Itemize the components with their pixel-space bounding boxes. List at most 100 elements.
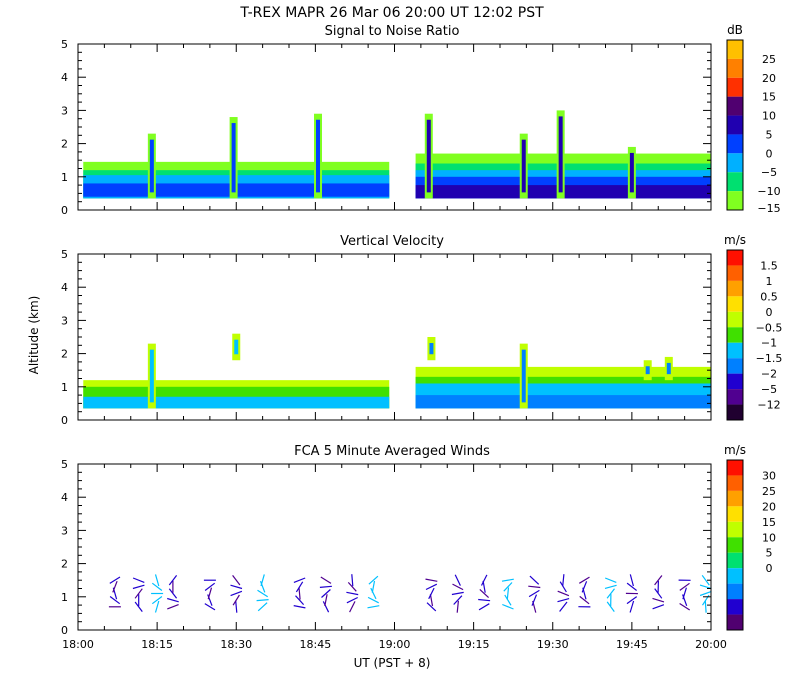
- wind-barb-2-4: [154, 574, 160, 587]
- x-tick-label: 19:15: [458, 638, 490, 651]
- wind-barb-14-0: [502, 603, 514, 610]
- wind-barb-6-4: [260, 574, 265, 587]
- plume-core-1-0: [429, 343, 434, 355]
- wind-barb-17-4: [578, 576, 590, 584]
- colorbar-unit: m/s: [724, 443, 746, 457]
- plume-core-1-1: [521, 139, 526, 193]
- colorbar-swatch: [727, 40, 743, 59]
- panel-3: FCA 5 Minute Averaged Winds 0 1 2 3 4 5 18:00 18…: [61, 443, 776, 651]
- figure-title: T-REX MAPR 26 Mar 06 20:00 UT 12:02 PST: [239, 5, 544, 21]
- colorbar-swatch: [727, 280, 743, 297]
- wind-barb-10-0: [367, 605, 380, 609]
- wind-barb-0-4: [109, 576, 121, 584]
- colorbar-swatch: [727, 77, 743, 97]
- colorbar-swatch: [727, 172, 743, 192]
- colorbar-swatch: [727, 583, 743, 600]
- wind-barb-14-2: [506, 587, 510, 600]
- colorbar-swatch: [727, 475, 743, 491]
- y-tick-label: 4: [61, 491, 68, 504]
- colorbar-label: 30: [762, 469, 776, 482]
- y-tick-label: 0: [61, 624, 68, 637]
- colorbar-swatch: [727, 404, 743, 420]
- colorbar-label: 10: [762, 531, 776, 544]
- wind-barb-8-4: [320, 576, 332, 584]
- colorbar-swatch: [727, 358, 743, 374]
- colorbar-label: −2: [761, 368, 777, 381]
- wind-barb-13-4: [480, 574, 488, 586]
- colorbar-label: 25: [762, 485, 776, 498]
- colorbar-swatch: [727, 460, 743, 476]
- colorbar-swatch: [727, 568, 743, 584]
- plume-core-1-2: [645, 366, 650, 375]
- wind-barb-19-1: [626, 596, 638, 605]
- wind-barb-6-0: [257, 602, 268, 612]
- wind-barb-19-0: [629, 600, 635, 613]
- wind-barb-5-2: [230, 590, 243, 597]
- wind-barb-9-3: [347, 581, 357, 592]
- colorbar-frame: [726, 249, 744, 421]
- wind-barb-16-2: [557, 590, 570, 597]
- plot-frame: [77, 463, 712, 631]
- plume-core-0-2: [316, 119, 321, 193]
- plume-core-1-3: [629, 152, 634, 193]
- wind-barb-5-0: [235, 600, 238, 613]
- wind-barb-15-4: [529, 575, 540, 585]
- x-tick-label: 19:30: [537, 638, 569, 651]
- wind-barb-8-0: [322, 601, 330, 613]
- wind-barb-8-3: [319, 585, 332, 588]
- wind-barb-1-4: [132, 577, 145, 583]
- wind-barb-13-2: [479, 588, 490, 599]
- colorbar-label: −15: [757, 202, 780, 215]
- colorbar-swatch: [727, 389, 743, 405]
- wind-barb-1-3: [132, 584, 145, 590]
- colorbar-unit: m/s: [724, 233, 746, 247]
- wind-barb-1-2: [134, 588, 143, 599]
- plume-core-1-3: [666, 362, 671, 375]
- wind-barb-20-2: [654, 588, 663, 599]
- plume-core-1-2: [558, 116, 563, 193]
- colorbar-label: 0: [766, 306, 773, 319]
- colorbar-label: 25: [762, 53, 776, 66]
- plume-core-1-0: [426, 119, 431, 193]
- plume-core-0-1: [231, 123, 236, 193]
- panel-2: Vertical Velocity 0 1 2 3 4 5 m/s 1.5 1 0.5 0 −0.5 −1…: [61, 233, 782, 427]
- y-tick-label: 1: [61, 591, 68, 604]
- wind-barb-22-2: [699, 590, 712, 597]
- colorbar-frame: [726, 39, 744, 211]
- wind-barb-19-4: [629, 574, 634, 587]
- colorbar-label: 1: [766, 275, 773, 288]
- y-tick-label: 0: [61, 204, 68, 217]
- echo-layer-0-2: [83, 396, 390, 409]
- x-tick-label: 18:45: [300, 638, 332, 651]
- colorbar-swatch: [727, 265, 743, 281]
- colorbar-swatch: [727, 191, 743, 210]
- wind-barb-6-2: [257, 589, 269, 598]
- wind-barb-1-0: [134, 601, 143, 612]
- y-tick-label: 2: [61, 558, 68, 571]
- wind-barb-16-4: [562, 574, 565, 587]
- wind-barb-12-4: [454, 574, 461, 586]
- plume-core-0-1: [234, 339, 239, 355]
- wind-barb-21-0: [679, 602, 691, 611]
- wind-barb-4-3: [204, 582, 216, 591]
- wind-barb-5-3: [230, 584, 243, 590]
- x-tick-label: 19:00: [379, 638, 411, 651]
- wind-barb-7-0: [293, 605, 306, 609]
- wind-barb-4-1: [207, 594, 213, 606]
- y-tick-label: 5: [61, 248, 68, 261]
- wind-barb-13-1: [478, 598, 491, 602]
- echo-layer-1-3: [415, 395, 711, 409]
- y-tick-label: 2: [61, 138, 68, 151]
- wind-barb-7-1: [295, 595, 305, 606]
- wind-barb-11-0: [426, 602, 437, 612]
- panel-title: FCA 5 Minute Averaged Winds: [294, 444, 490, 459]
- plume-core-0-0: [149, 139, 154, 193]
- wind-barb-5-4: [232, 575, 241, 586]
- wind-barb-14-1: [504, 594, 512, 606]
- x-tick-label: 19:45: [616, 638, 648, 651]
- wind-barb-6-3: [259, 580, 266, 593]
- plume-core-0-0: [149, 349, 154, 403]
- wind-barb-10-2: [370, 587, 377, 600]
- wind-barb-12-1: [453, 595, 463, 605]
- wind-barb-9-1: [346, 596, 358, 604]
